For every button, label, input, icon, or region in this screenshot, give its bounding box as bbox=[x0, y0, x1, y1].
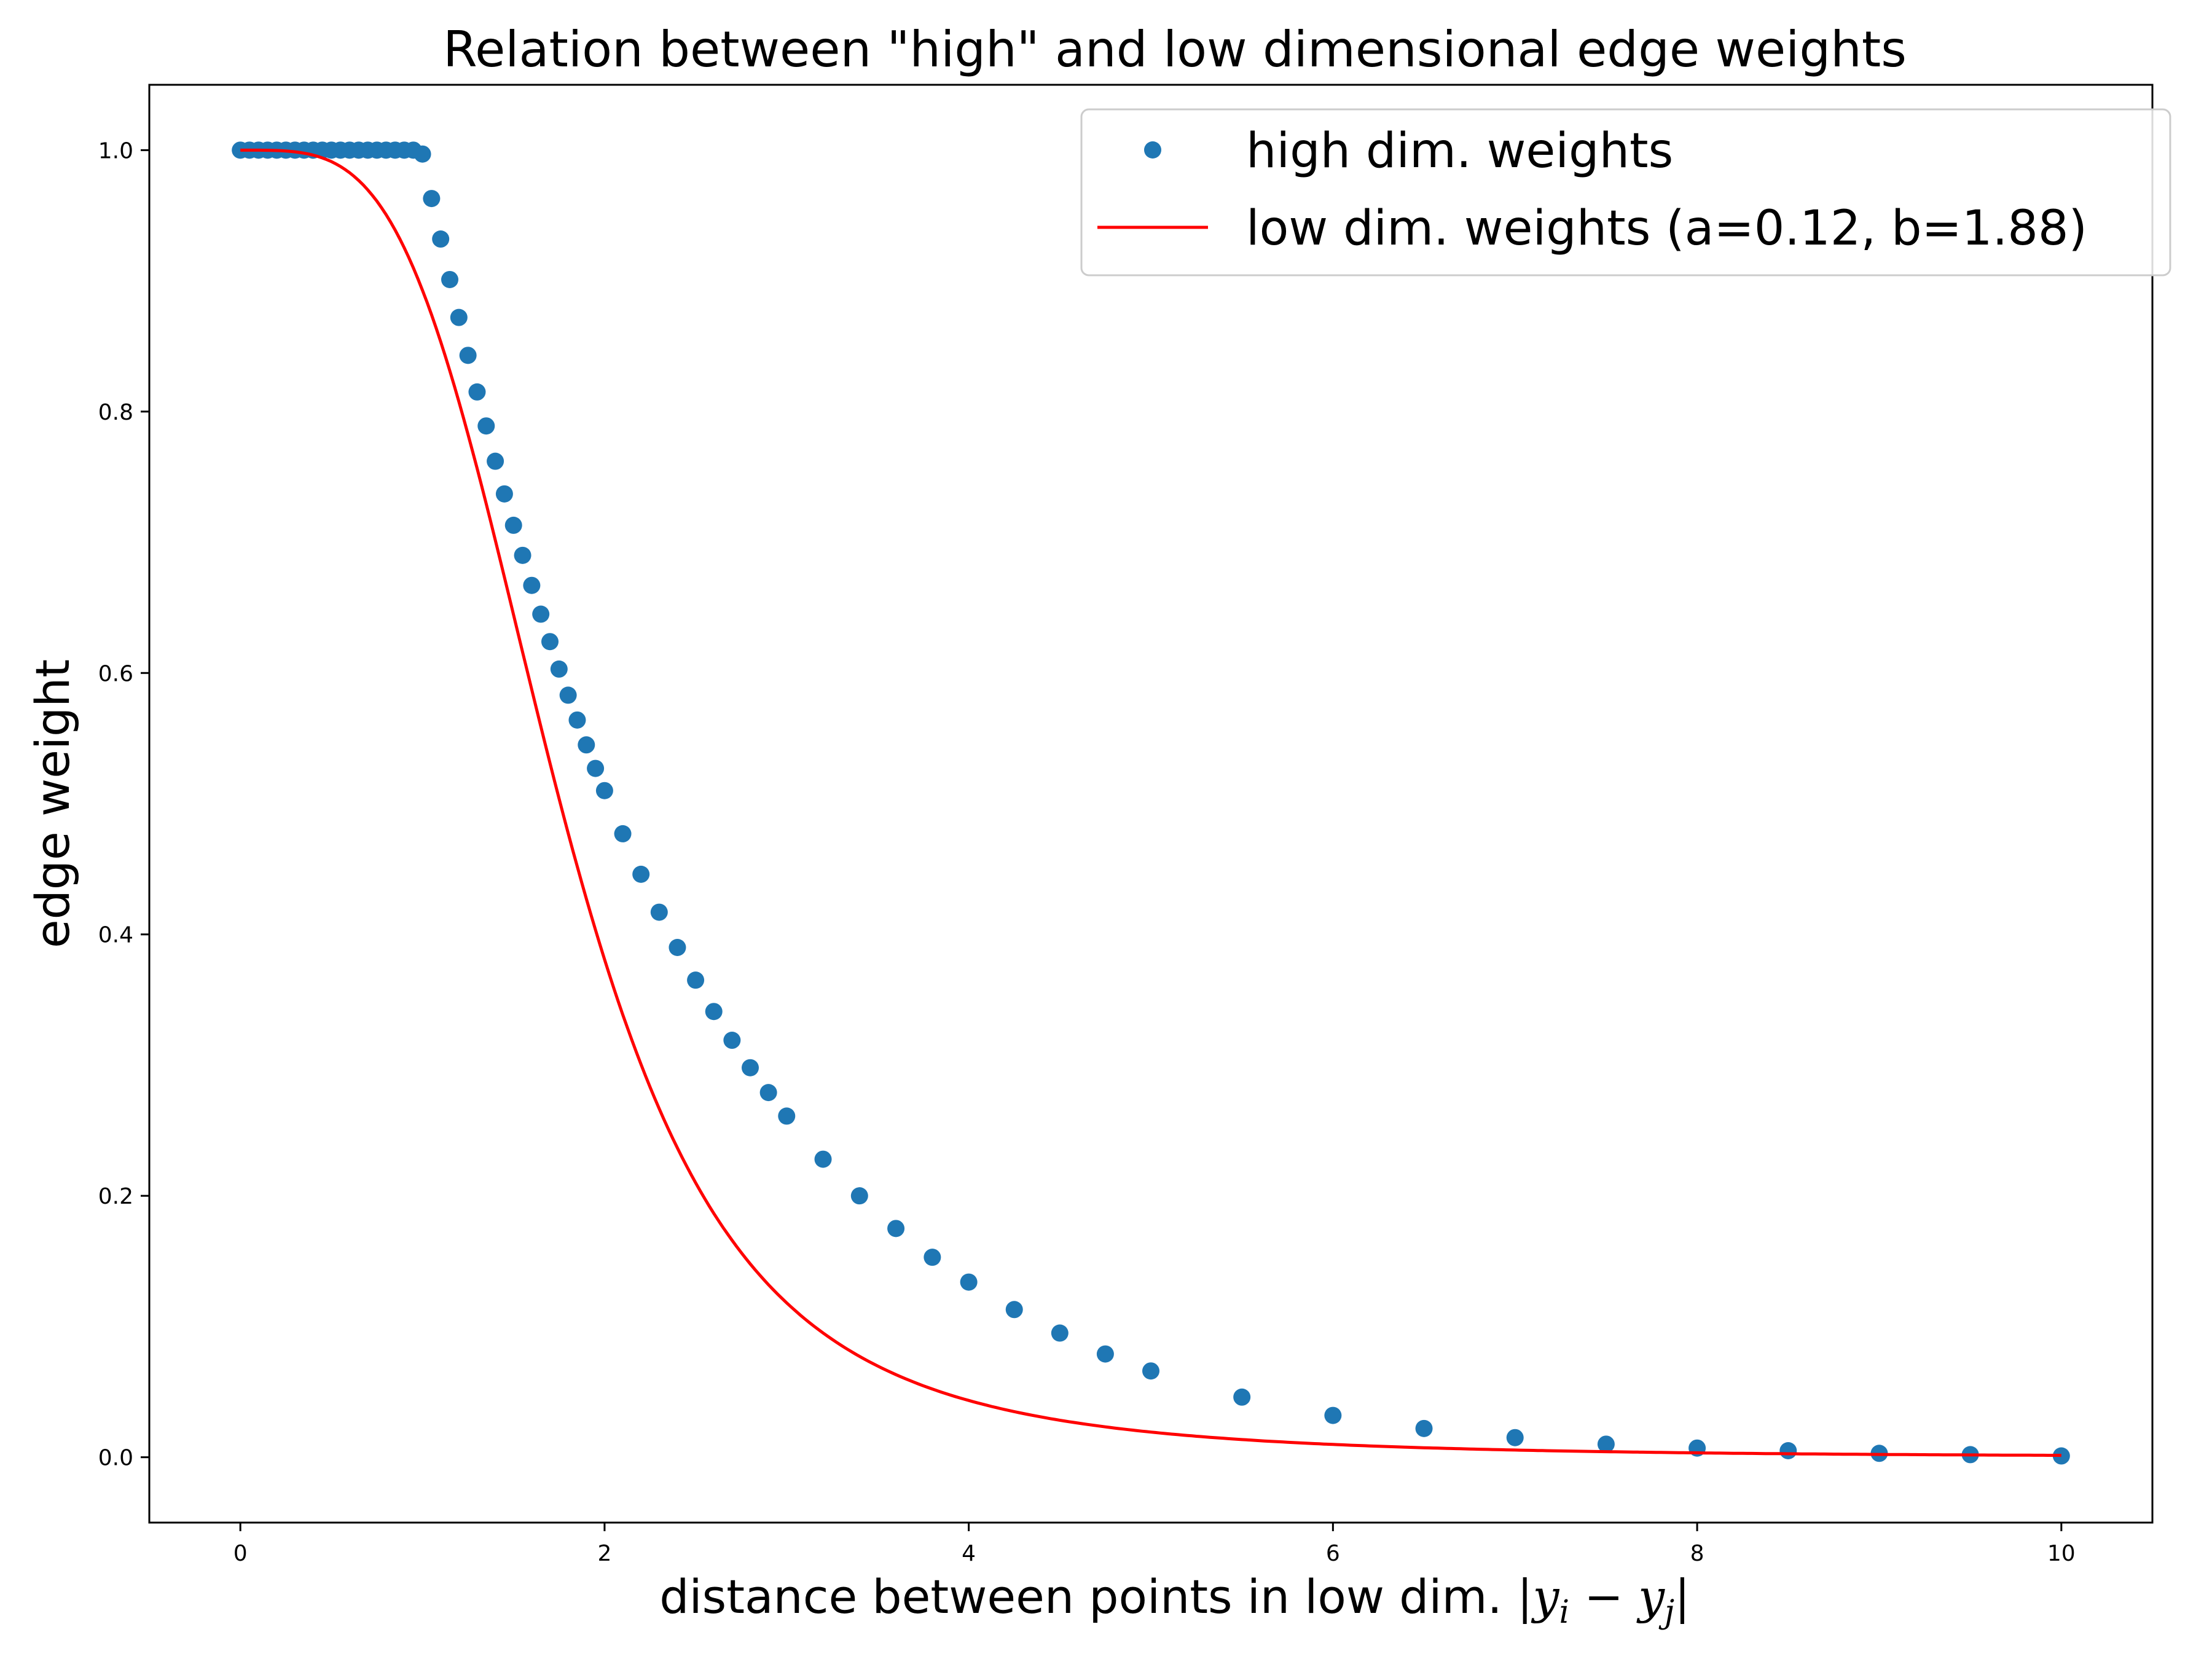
scatter-point bbox=[814, 1150, 832, 1168]
scatter-point bbox=[523, 576, 541, 594]
scatter-point bbox=[504, 516, 522, 534]
scatter-point bbox=[432, 230, 450, 248]
chart-title: Relation between "high" and low dimensio… bbox=[443, 21, 1907, 78]
scatter-point bbox=[1005, 1301, 1023, 1319]
legend-label-high-dim: high dim. weights bbox=[1246, 124, 1673, 179]
legend-box bbox=[1080, 108, 2171, 276]
scatter-point bbox=[1597, 1435, 1615, 1453]
x-axis-label: distance between points in low dim. |yi … bbox=[659, 1569, 1690, 1631]
y-tick-label: 0.8 bbox=[98, 400, 133, 425]
x-tick-label: 10 bbox=[2047, 1541, 2076, 1566]
legend-label-low-dim: low dim. weights (a=0.12, b=1.88) bbox=[1246, 201, 2087, 256]
y-tick-label: 0.0 bbox=[98, 1446, 133, 1471]
scatter-point bbox=[742, 1059, 759, 1077]
scatter-point bbox=[632, 865, 650, 883]
scatter-point bbox=[759, 1084, 777, 1102]
scatter-point bbox=[924, 1249, 941, 1266]
scatter-point bbox=[1506, 1429, 1524, 1446]
scatter-point bbox=[477, 417, 495, 435]
y-axis-label: edge weight bbox=[25, 659, 80, 948]
scatter-point bbox=[514, 546, 531, 564]
y-tick-label: 0.4 bbox=[98, 923, 133, 948]
x-tick-label: 2 bbox=[597, 1541, 611, 1566]
y-tick-label: 0.6 bbox=[98, 661, 133, 686]
scatter-point bbox=[1096, 1345, 1114, 1363]
y-tick-label: 0.2 bbox=[98, 1184, 133, 1209]
scatter-point bbox=[459, 347, 477, 364]
x-tick-label: 0 bbox=[233, 1541, 248, 1566]
scatter-point bbox=[468, 383, 486, 401]
x-tick-label: 8 bbox=[1690, 1541, 1704, 1566]
legend-marker-high-dim bbox=[1144, 141, 1161, 159]
scatter-point bbox=[1233, 1388, 1251, 1406]
x-tick-label: 4 bbox=[962, 1541, 976, 1566]
scatter-point bbox=[1051, 1324, 1069, 1342]
scatter-point bbox=[414, 145, 431, 163]
scatter-point bbox=[495, 485, 513, 503]
scatter-point bbox=[960, 1273, 978, 1291]
y-tick-label: 1.0 bbox=[98, 138, 133, 163]
scatter-point bbox=[887, 1220, 905, 1237]
scatter-point bbox=[1779, 1442, 1797, 1459]
scatter-point bbox=[669, 939, 686, 956]
scatter-point bbox=[595, 782, 613, 799]
scatter-point bbox=[723, 1032, 741, 1049]
scatter-point bbox=[559, 686, 577, 704]
scatter-point bbox=[541, 633, 559, 651]
scatter-point bbox=[1142, 1362, 1159, 1380]
scatter-point bbox=[850, 1187, 868, 1205]
legend: high dim. weights low dim. weights (a=0.… bbox=[1080, 108, 2171, 276]
y-axis: 0.0 0.2 0.4 0.6 0.8 1.0 bbox=[98, 138, 149, 1471]
scatter-point bbox=[568, 711, 586, 729]
x-axis-label-text: distance between points in low dim. bbox=[659, 1569, 1502, 1624]
scatter-point bbox=[778, 1107, 796, 1125]
scatter-point bbox=[532, 605, 550, 623]
scatter-point bbox=[650, 903, 668, 921]
scatter-point bbox=[487, 452, 504, 470]
plot-area bbox=[148, 84, 2154, 1524]
line-series bbox=[240, 148, 2061, 1457]
scatter-point bbox=[2052, 1447, 2070, 1465]
scatter-point bbox=[705, 1003, 723, 1021]
x-axis-label-formula: |yi − yj| bbox=[1517, 1569, 1690, 1631]
scatter-point bbox=[614, 825, 632, 842]
scatter-point bbox=[450, 308, 468, 326]
scatter-point bbox=[587, 759, 605, 777]
scatter-point bbox=[687, 971, 705, 989]
scatter-point bbox=[578, 736, 595, 754]
scatter-point bbox=[1415, 1419, 1433, 1437]
x-tick-label: 6 bbox=[1326, 1541, 1340, 1566]
scatter-point bbox=[1324, 1406, 1342, 1424]
scatter-point bbox=[441, 270, 458, 288]
scatter-point bbox=[423, 190, 441, 208]
scatter-point bbox=[550, 660, 568, 678]
x-axis: 0 2 4 6 8 10 bbox=[233, 1523, 2076, 1566]
